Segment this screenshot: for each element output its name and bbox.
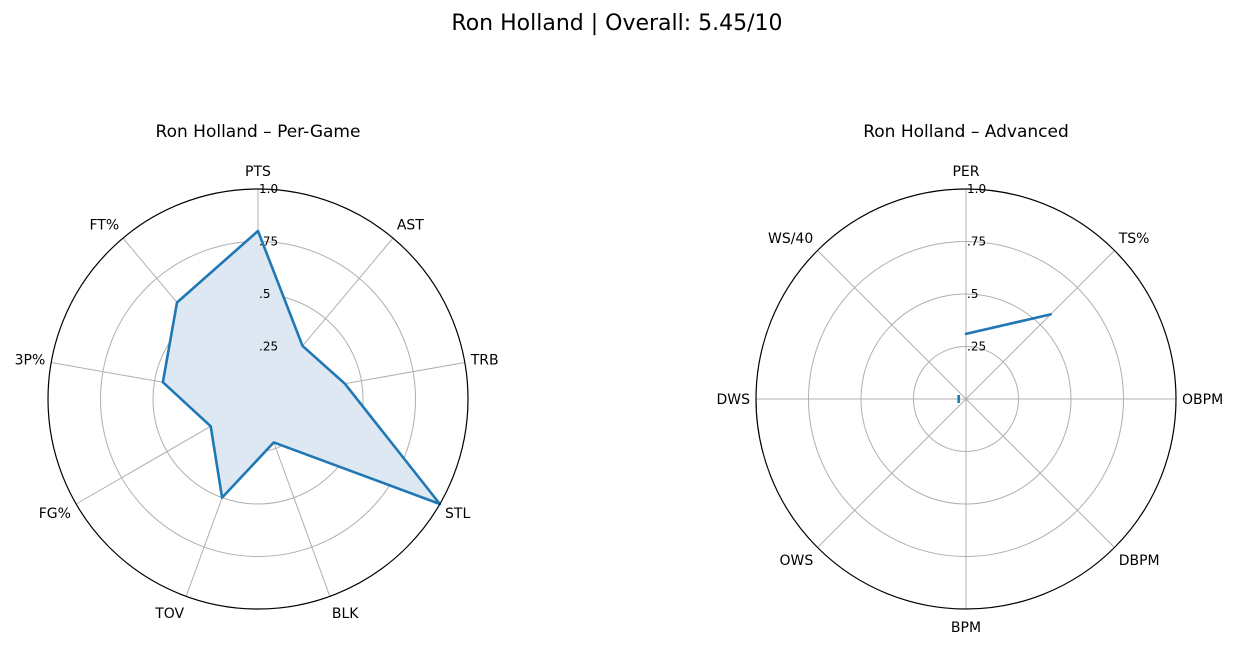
r-tick-label: .25 [259,340,278,354]
per-game-radar-chart: Ron Holland – Per-Game .25 .5 .75 1.0 PTS AST T… [15,122,499,622]
axis-label-tov: TOV [154,606,184,622]
axis-label-pts: PTS [245,164,271,180]
axis-label-dws: DWS [716,392,750,408]
r-tick-label: 1.0 [967,182,986,196]
series-fill [163,231,440,504]
axis-label-per: PER [952,164,979,180]
chart-title: Ron Holland – Advanced [863,122,1069,142]
r-tick-label: .5 [967,287,978,301]
r-tick-label: 1.0 [259,182,278,196]
axis-label-trb: TRB [470,352,499,368]
axis-label-blk: BLK [332,606,359,622]
r-tick-label: .75 [259,235,278,249]
axis-label-bpm: BPM [951,620,981,636]
chart-title: Ron Holland – Per-Game [156,122,361,142]
axis-label-obpm: OBPM [1182,392,1223,408]
figure-title: Ron Holland | Overall: 5.45/10 [451,11,782,36]
axis-label-fg-pct: FG% [39,506,71,522]
axis-label-ft-pct: FT% [89,217,119,233]
axis-label-stl: STL [445,506,470,522]
r-tick-label: .75 [967,235,986,249]
axis-label-dbpm: DBPM [1119,553,1160,569]
r-tick-label: .5 [259,287,270,301]
r-tick-label: .25 [967,340,986,354]
axis-label-ts-pct: TS% [1118,231,1150,247]
axis-label-ows: OWS [780,553,814,569]
advanced-radar-chart: Ron Holland – Advanced .25 .5 .75 1.0 PER TS% O… [716,122,1223,636]
axis-label-ast: AST [397,217,424,233]
series-segment-per [966,314,1051,334]
axis-label-ws-per-40: WS/40 [768,231,813,247]
axis-label-3p-pct: 3P% [15,352,46,368]
